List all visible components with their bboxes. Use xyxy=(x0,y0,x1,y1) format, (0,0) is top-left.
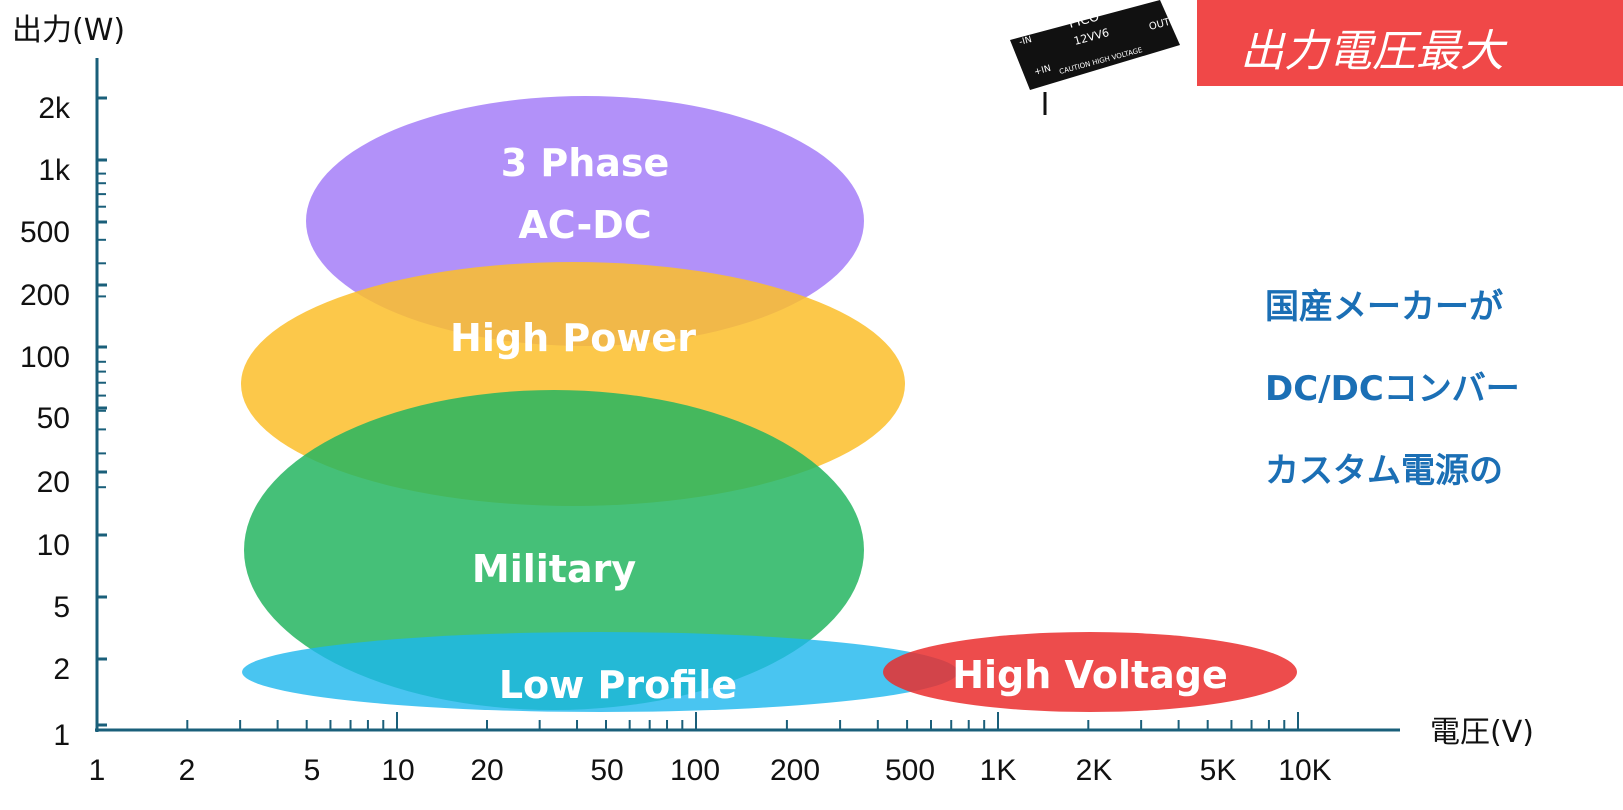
x-tick-label: 200 xyxy=(770,754,820,787)
y-tick-label: 1 xyxy=(53,719,70,752)
x-tick-label: 5K xyxy=(1200,754,1237,787)
region-label: AC-DC xyxy=(518,203,651,247)
y-tick-label: 5 xyxy=(53,591,70,624)
side-text: 国産メーカーが xyxy=(1265,287,1503,327)
x-tick-label: 2 xyxy=(179,754,196,787)
region-label: 3 Phase xyxy=(501,141,670,185)
y-tick-label: 2k xyxy=(38,92,71,125)
banner-text: 出力電圧最大 xyxy=(1240,26,1508,77)
y-tick-label: 20 xyxy=(37,466,70,499)
side-text: DC/DCコンバー xyxy=(1265,369,1520,409)
module-text: -IN xyxy=(1018,35,1033,48)
region-label: Military xyxy=(472,547,636,591)
region-high-voltage xyxy=(883,632,1297,712)
x-tick-label: 100 xyxy=(670,754,720,787)
y-tick-label: 2 xyxy=(53,653,70,686)
x-tick-label: 10 xyxy=(381,754,414,787)
module-body xyxy=(1010,0,1180,90)
product-image: PICO 12VV6 OUT+ -IN +IN CAUTION HIGH VOL… xyxy=(1005,0,1183,115)
y-tick-label: 10 xyxy=(37,529,70,562)
x-tick-label: 10K xyxy=(1278,754,1331,787)
module-text: +IN xyxy=(1033,64,1052,78)
region-low-profile xyxy=(242,632,958,712)
x-tick-label: 1 xyxy=(89,754,106,787)
x-tick-label: 20 xyxy=(470,754,503,787)
x-tick-label: 5 xyxy=(304,754,321,787)
x-tick-label: 2K xyxy=(1076,754,1113,787)
banner xyxy=(1197,0,1623,86)
region-military xyxy=(244,390,864,710)
y-tick-label: 50 xyxy=(37,402,70,435)
y-tick-label: 1k xyxy=(38,154,71,187)
y-tick-label: 500 xyxy=(20,216,70,249)
x-tick-label: 500 xyxy=(885,754,935,787)
y-axis-title: 出力(W) xyxy=(12,13,125,48)
x-tick-label: 1K xyxy=(980,754,1017,787)
y-tick-label: 200 xyxy=(20,279,70,312)
region-label: High Voltage xyxy=(952,653,1228,697)
region-label: Low Profile xyxy=(499,663,737,707)
x-axis-title: 電圧(V) xyxy=(1430,715,1534,750)
region-label: High Power xyxy=(450,316,696,360)
side-text: カスタム電源の xyxy=(1265,451,1503,491)
x-tick-label: 50 xyxy=(590,754,623,787)
y-tick-label: 100 xyxy=(20,341,70,374)
